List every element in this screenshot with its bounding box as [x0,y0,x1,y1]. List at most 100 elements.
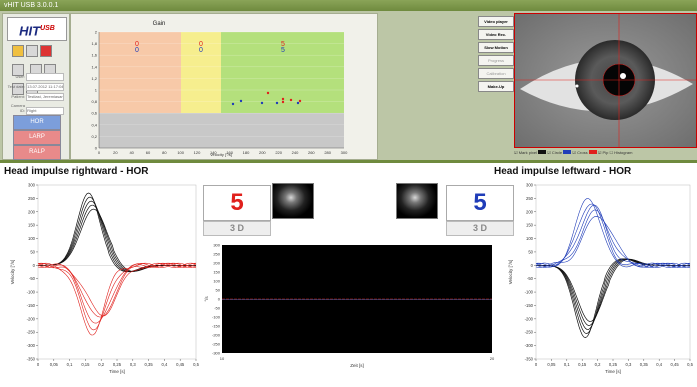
eye-reflex [620,73,626,79]
left-3d-button[interactable]: 3 D [446,221,514,236]
settings-icon[interactable] [26,45,38,57]
checkbox-icon[interactable]: ☐ [609,150,614,155]
cross-label: Cross [577,150,588,155]
make-up-button[interactable]: Make-Up [478,81,514,92]
timeline-x-tick: 20 [490,356,495,361]
zone-high-count-red: 5 [281,41,285,48]
y-tick-label: -300 [27,343,36,348]
timeline-y-tick: -300 [212,351,221,356]
eye-velocity-trace [37,262,197,324]
gain-point-blue [296,101,300,105]
calibration-button[interactable]: Calibration [478,68,514,79]
y-tick-label: 200 [28,209,36,214]
checkbox-icon[interactable]: ☑ [514,150,518,155]
y-tick-label: -100 [27,290,36,295]
gain-chart: Gain 00,20,40,60,811,21,41,61,820 20 40 60 8… [91,21,348,157]
eye-image [515,14,696,147]
camera-select[interactable]: Right [26,106,65,115]
y-tick-label: -150 [27,303,36,308]
y-tick-label: -200 [525,316,534,321]
slow-motion-button[interactable]: Slow Motion [478,42,514,53]
y-tick-label: 150 [28,223,36,228]
plot-ylabel: Velocity [°/s] [508,260,513,285]
timeline-y-tick: 200 [213,261,220,266]
x-tick-label: 0,3 [130,362,136,367]
y-tick-label: -300 [525,343,534,348]
x-tick-label: 0,1 [564,362,570,367]
histogram-label: Histogram [614,150,633,155]
pupil-circle [602,63,636,97]
test-date-field[interactable]: 13.07.2012 11:17:04 [26,83,65,91]
gain-y-tick: 1 [95,88,98,93]
save-icon[interactable] [12,64,24,76]
camera-label: Camera ID: [10,103,25,113]
timeline-y-tick: -250 [212,342,221,347]
right-3d-button[interactable]: 3 D [203,221,271,236]
plot-ylabel: Velocity [°/s] [10,260,15,285]
plot-xlabel: Time [s] [605,369,621,374]
stop-icon[interactable] [40,45,52,57]
gain-y-tick: 1,8 [91,41,97,46]
video-player-button[interactable]: Video player [478,16,514,27]
zone-mid-count-red: 0 [199,41,203,48]
zone-high-count-blue: 5 [281,47,285,54]
larp-button[interactable]: LARP [13,130,61,145]
plot-area [535,184,691,360]
y-tick-label: 250 [526,196,534,201]
patient-label: Patient: [11,94,25,100]
gain-y-tick: 2 [95,30,98,35]
y-tick-label: 300 [526,183,534,188]
x-tick-label: 0 [535,362,538,367]
gain-point-blue [260,101,264,105]
timeline-y-tick: 100 [213,279,220,284]
progress-button[interactable]: Progress [478,55,514,66]
y-tick-label: 0 [531,263,534,268]
gain-x-tick: 200 [259,150,266,155]
timeline-y-tick: 300 [213,243,220,248]
gain-x-tick: 0 [98,150,101,155]
x-tick-label: 0,05 [50,362,59,367]
checkbox-icon[interactable]: ☑ [547,150,551,155]
user-field[interactable] [26,73,65,81]
rightward-title: Head impulse rightward - HOR [4,166,149,177]
x-tick-label: 0,3 [625,362,631,367]
chart-icon[interactable] [12,45,24,57]
x-tick-label: 0,05 [547,362,556,367]
zone-low [99,32,181,113]
timeline-y-tick: -200 [212,333,221,338]
x-tick-label: 0,45 [176,362,185,367]
ralp-button[interactable]: RALP [13,145,61,160]
head-velocity-timeline: 300 250 200 150 100 50 0 -50 -100 -150 -200 -250 -30… [204,243,495,369]
patient-icon[interactable] [12,83,24,95]
video-rec-button[interactable]: Video Rec. [478,29,514,40]
gain-x-tick: 80 [162,150,167,155]
eye-velocity-trace [535,209,691,268]
y-tick-label: -50 [29,276,36,281]
checkbox-icon[interactable]: ☑ [597,150,602,155]
plot-xlabel: Time [s] [109,369,125,374]
right-impulse-thumbnail [272,183,314,219]
gain-x-tick: 160 [226,150,233,155]
patient-row: Patient: Testlast, Jeremiasan [5,93,67,101]
gain-x-tick: 240 [292,150,299,155]
gain-x-tick: 40 [129,150,134,155]
x-tick-label: 0,15 [81,362,90,367]
x-tick-label: 0,15 [578,362,587,367]
gain-panel: Gain 0 0,2 0,4 0,6 0,8 1 1,2 1,4 1,6 1,8 2 0 20 40 60 8… [70,13,378,160]
gain-y-tick: 1,2 [91,76,97,81]
gain-point-blue [231,102,235,106]
checkbox-icon[interactable]: ☑ [572,150,576,155]
gain-axes: 00,20,40,60,811,21,41,61,820 20 40 60 80 100 1… [91,30,348,156]
mark-pixel-swatch [538,150,547,154]
gain-point-red [289,98,293,102]
x-tick-label: 0,35 [145,362,154,367]
gain-point-red [298,99,302,103]
gain-x-tick: 120 [194,150,201,155]
gain-point-blue [239,99,243,103]
hor-button[interactable]: HOR [13,115,61,130]
patient-field[interactable]: Testlast, Jeremiasan [26,93,65,101]
x-tick-label: 0,25 [609,362,618,367]
eye-camera-view[interactable] [514,13,697,148]
right-impulse-count: 5 [203,185,271,221]
gain-x-tick: 100 [177,150,184,155]
